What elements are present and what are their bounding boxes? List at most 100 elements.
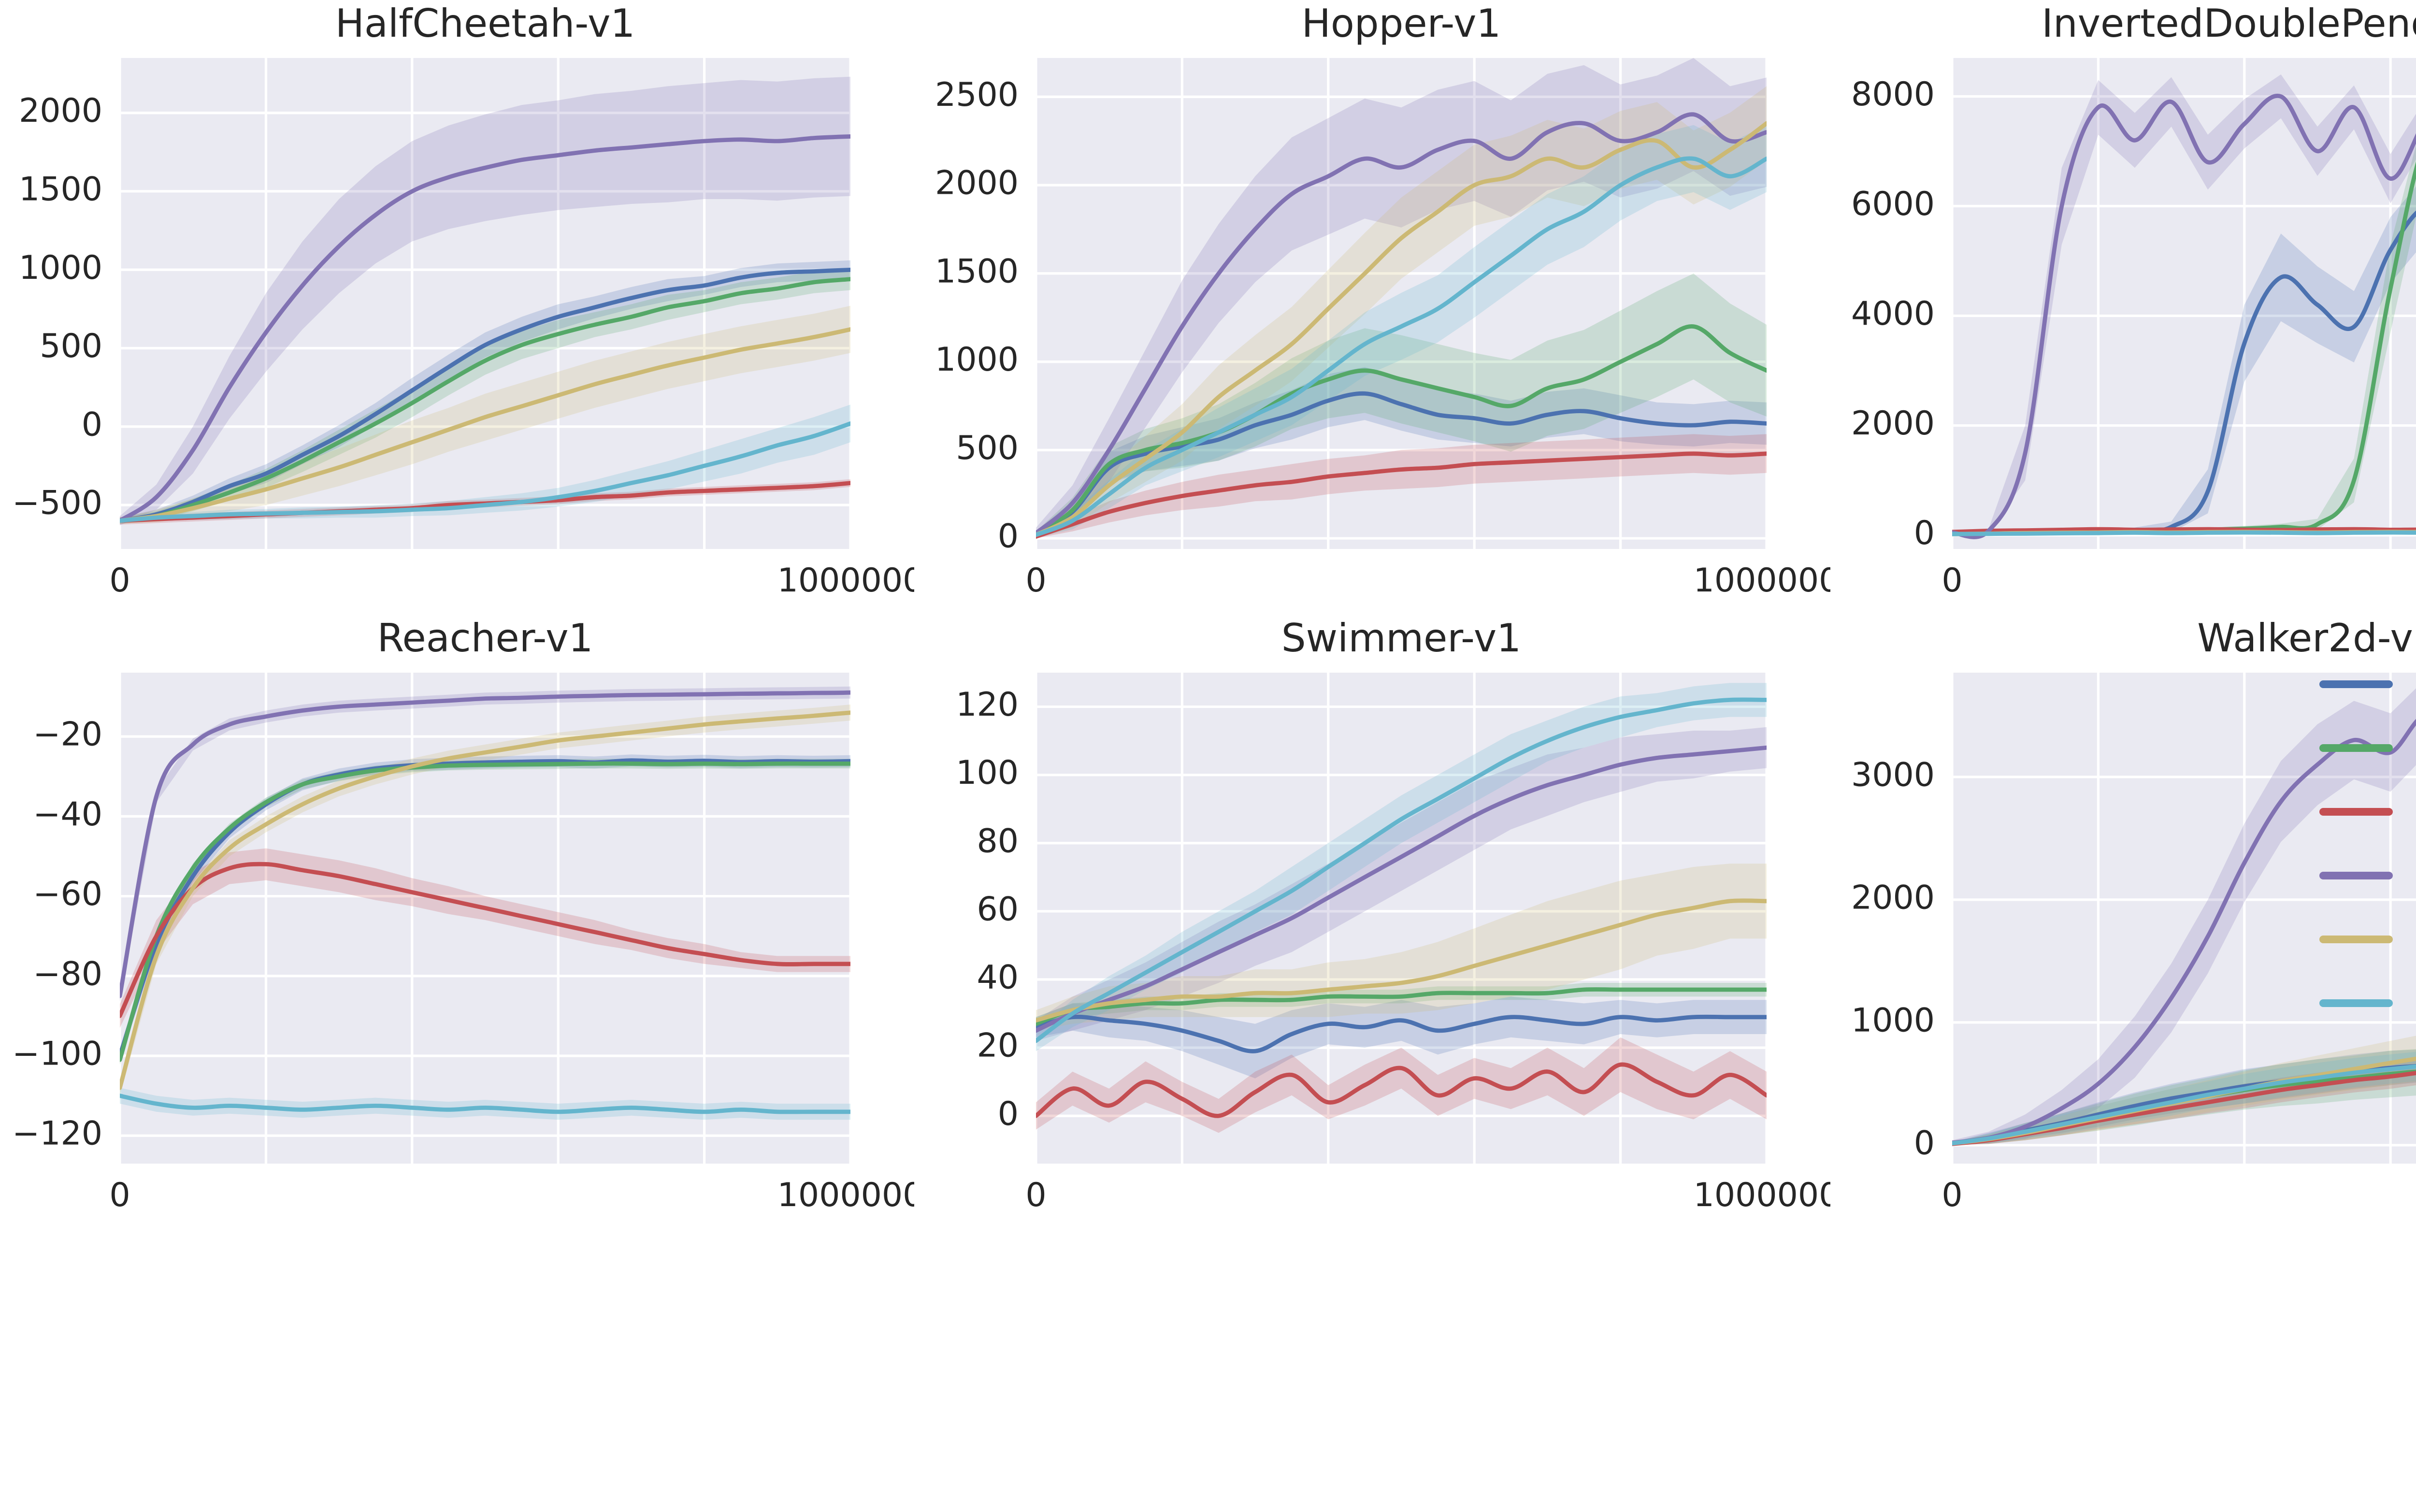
a2c-band <box>1035 996 1767 1079</box>
y-tick-label: 2000 <box>935 164 1018 202</box>
a2c-trust-region-line <box>1035 987 1767 1026</box>
x-tick-label: 0 <box>1025 1176 1046 1214</box>
axis-ticks: −500 0 500 1000 1500 2000 0 1000000 <box>12 92 923 600</box>
ppo-clip-line <box>1035 112 1767 535</box>
chart-title: Swimmer-v1 <box>1281 616 1521 661</box>
subplot-halfcheetah: −500 0 500 1000 1500 2000 0 1000000 HalfCheetah-… <box>0 0 923 615</box>
trpo-line <box>1951 530 2416 536</box>
y-tick-label: 0 <box>1913 514 1934 552</box>
a2c-line <box>120 268 850 523</box>
y-tick-label: 40 <box>977 959 1019 997</box>
adaptive-pg-line <box>1035 898 1767 1022</box>
y-tick-label: 0 <box>997 518 1018 556</box>
y-tick-label: 80 <box>977 822 1019 860</box>
legend-item-ppo-clip: 近端策略优化裁剪算法 <box>2319 852 2416 897</box>
adaptive-pg-line <box>120 327 850 523</box>
subplot-inverteddoublependulum: 0200040006000800001000000InvertedDoubleP… <box>1832 0 2416 615</box>
ppo-clip-band <box>1035 58 1767 538</box>
y-tick-label: −60 <box>33 875 102 913</box>
chart-title: HalfCheetah-v1 <box>335 1 635 46</box>
y-tick-label: 2000 <box>1850 404 1934 443</box>
adaptive-pg-band <box>1035 86 1767 538</box>
trpo-line <box>120 1094 850 1114</box>
subplot-swimmer: 0 20 40 60 80 100 120 0 1000000 Swimmer-v1 <box>916 615 1839 1229</box>
adaptive-pg-line <box>1035 121 1767 537</box>
subplot-reacher: −120 −100 −80 −60 −40 −20 0 1000000 Reacher-v1 <box>0 615 923 1229</box>
series-group <box>1035 683 1767 1133</box>
y-tick-label: −100 <box>12 1035 102 1073</box>
legend-item-a2c-trust-region: 优势演员-评论员算法+信任区域 <box>2319 725 2416 769</box>
chart-svg: 010002000300001000000Walker2d-v1 <box>1850 616 2416 1214</box>
ppo-clip-band <box>1951 687 2416 1145</box>
y-tick-label: 8000 <box>1850 75 1934 114</box>
legend-item-a2c: 优势演员-评论员算法 <box>2319 661 2416 706</box>
axis-ticks: 0 500 1000 1500 2000 2500 0 1000000 <box>935 76 1839 600</box>
trpo-line <box>120 421 850 523</box>
cross-entropy-line <box>120 862 850 1018</box>
legend-swatch-cross-entropy <box>2319 807 2393 815</box>
y-tick-label: 1000 <box>935 341 1018 379</box>
chart-title: Reacher-v1 <box>377 616 593 661</box>
y-tick-label: 2000 <box>1850 878 1934 917</box>
y-tick-label: 4000 <box>1850 295 1934 333</box>
y-tick-label: 100 <box>955 754 1018 792</box>
series-group <box>1035 58 1767 539</box>
ppo-clip-line <box>1035 745 1767 1033</box>
chart-title: Walker2d-v1 <box>2197 616 2416 661</box>
y-tick-label: 1500 <box>935 252 1018 290</box>
ppo-clip-band <box>1035 727 1767 1041</box>
chart-svg: 0 20 40 60 80 100 120 0 1000000 Swimmer-v1 <box>955 616 1839 1214</box>
axis-ticks: 0 20 40 60 80 100 120 0 1000000 <box>955 686 1839 1214</box>
x-tick-label: 1000000 <box>1693 562 1830 600</box>
chart-title: InvertedDoublePendulum-v1 <box>2041 1 2416 46</box>
ppo-clip-line <box>1951 93 2416 539</box>
plot-area <box>1951 58 2416 549</box>
chart-svg: 0200040006000800001000000InvertedDoubleP… <box>1850 1 2416 600</box>
ppo-clip-line <box>120 134 850 523</box>
y-tick-label: 1000 <box>1850 1001 1934 1039</box>
legend-swatch-ppo-clip <box>2319 871 2393 878</box>
chart-svg: −120 −100 −80 −60 −40 −20 0 1000000 Reacher-v1 <box>12 616 923 1214</box>
y-tick-label: 500 <box>40 327 102 365</box>
y-tick-label: −20 <box>33 716 102 754</box>
legend-item-trpo: 信任区域策略优化 <box>2319 980 2416 1024</box>
cross-entropy-band <box>1035 1037 1767 1133</box>
a2c-trust-region-line <box>1035 324 1767 537</box>
a2c-line <box>1035 1014 1767 1053</box>
y-tick-label: 2500 <box>935 76 1018 114</box>
trpo-line <box>1951 1064 2416 1146</box>
cross-entropy-line <box>1951 1070 2416 1146</box>
chart-title: Hopper-v1 <box>1301 1 1501 46</box>
x-tick-label: 0 <box>1941 562 1962 600</box>
legend: 优势演员-评论员算法优势演员-评论员算法+信任区域交叉熵方法近端策略优化裁剪算法… <box>2319 661 2416 1024</box>
y-tick-label: 6000 <box>1850 185 1934 223</box>
legend-item-adaptive-pg: 一般的策略梯度适应性算法 <box>2319 916 2416 961</box>
chart-svg: −500 0 500 1000 1500 2000 0 1000000 HalfCheetah-… <box>12 1 923 600</box>
x-tick-label: 0 <box>1941 1176 1962 1214</box>
legend-swatch-a2c-trust-region <box>2319 743 2393 751</box>
cross-entropy-line <box>1035 451 1767 539</box>
y-tick-label: 2000 <box>19 92 102 130</box>
subplot-grid: −500 0 500 1000 1500 2000 0 1000000 HalfCheetah-… <box>0 0 2416 1229</box>
y-tick-label: 500 <box>955 429 1018 467</box>
y-tick-label: 1000 <box>19 249 102 287</box>
gridlines <box>1034 673 1768 1164</box>
x-tick-label: 1000000 <box>1693 1176 1830 1214</box>
axis-ticks: −120 −100 −80 −60 −40 −20 0 1000000 <box>12 716 923 1214</box>
x-tick-label: 0 <box>109 562 130 600</box>
subplot-hopper: 0 500 1000 1500 2000 2500 0 1000000 Hopper-v1 <box>916 0 1839 615</box>
axis-ticks: 0200040006000800001000000 <box>1850 75 1962 600</box>
series-group <box>1951 687 2416 1146</box>
trpo-band <box>1035 683 1767 1051</box>
y-tick-label: 1500 <box>19 170 102 208</box>
cross-entropy-line <box>1035 1062 1767 1118</box>
subplot-walker2d: 010002000300001000000Walker2d-v1 <box>1832 615 2416 1229</box>
y-tick-label: −80 <box>33 955 102 993</box>
a2c-band <box>120 260 850 524</box>
x-tick-label: 1000000 <box>777 562 914 600</box>
y-tick-label: 3000 <box>1850 756 1934 794</box>
legend-swatch-a2c <box>2319 679 2393 687</box>
trpo-line <box>1035 156 1767 537</box>
y-tick-label: 60 <box>977 890 1019 928</box>
